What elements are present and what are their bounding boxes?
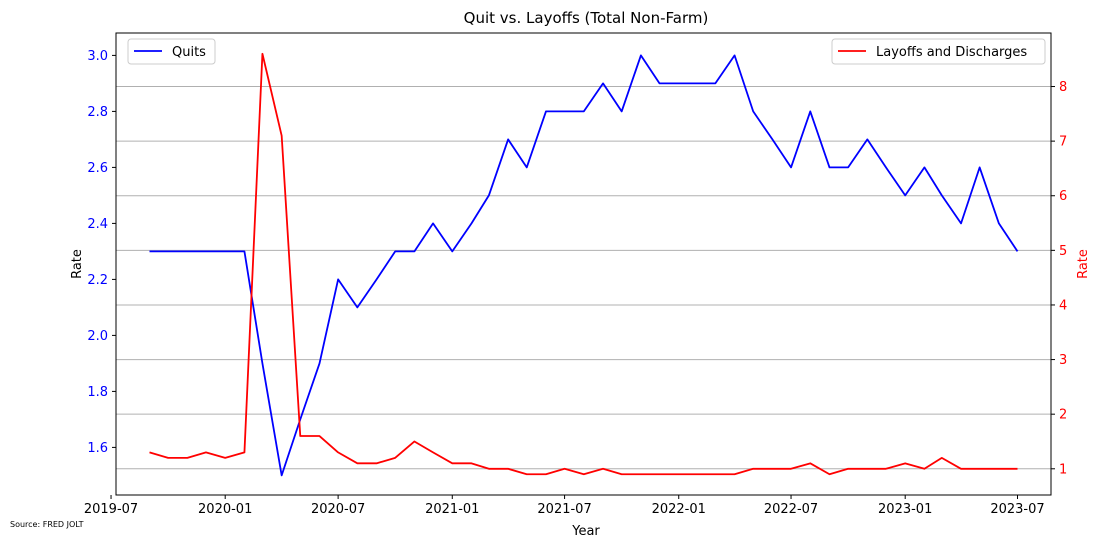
y-right-tick-label: 1 bbox=[1059, 462, 1067, 477]
chart-title: Quit vs. Layoffs (Total Non-Farm) bbox=[464, 9, 709, 27]
x-axis: 2019-07 2020-01 2020-07 2021-01 2021-07 2022-… bbox=[84, 495, 1045, 517]
y-left-tick-label: 2.8 bbox=[87, 105, 108, 120]
y-right-tick-label: 5 bbox=[1059, 244, 1067, 259]
y-left-tick-label: 2.2 bbox=[87, 273, 108, 288]
legend-layoffs-label: Layoffs and Discharges bbox=[876, 45, 1027, 60]
y-left-tick-label: 2.4 bbox=[87, 217, 108, 232]
series-lines bbox=[149, 52, 1019, 477]
y-right-tick-label: 2 bbox=[1059, 408, 1067, 423]
x-tick-label: 2022-01 bbox=[652, 502, 706, 517]
y-right-tick-label: 7 bbox=[1059, 135, 1067, 150]
x-tick-label: 2020-01 bbox=[198, 502, 252, 517]
x-tick-label: 2019-07 bbox=[84, 502, 138, 517]
x-tick-label: 2023-07 bbox=[990, 502, 1044, 517]
y-right-tick-label: 4 bbox=[1059, 298, 1067, 313]
y-left-tick-label: 3.0 bbox=[87, 49, 108, 64]
legend-right-box bbox=[831, 38, 1046, 65]
y-axis-right-label: Rate bbox=[1076, 249, 1091, 279]
series-line-quits bbox=[149, 54, 1019, 477]
legend-left-box bbox=[127, 38, 216, 65]
legend-left: Quits bbox=[127, 38, 216, 65]
plot-frame bbox=[115, 32, 1052, 496]
x-tick-label: 2021-07 bbox=[537, 502, 591, 517]
y-left-tick-label: 2.0 bbox=[87, 329, 108, 344]
y-axis-right: 1 2 3 4 5 6 7 8 bbox=[1051, 80, 1067, 477]
grid-lines bbox=[116, 86, 1051, 470]
y-left-tick-label: 2.6 bbox=[87, 161, 108, 176]
x-tick-label: 2022-07 bbox=[764, 502, 818, 517]
y-right-tick-label: 3 bbox=[1059, 353, 1067, 368]
x-tick-label: 2021-01 bbox=[425, 502, 479, 517]
source-note: Source: FRED JOLT bbox=[10, 520, 84, 529]
x-axis-label: Year bbox=[571, 524, 600, 539]
y-left-tick-label: 1.8 bbox=[87, 385, 108, 400]
y-right-tick-label: 8 bbox=[1059, 80, 1067, 95]
y-right-tick-label: 6 bbox=[1059, 189, 1067, 204]
series-line-layoffs-and-discharges bbox=[149, 52, 1018, 476]
x-tick-label: 2023-01 bbox=[878, 502, 932, 517]
legend-right: Layoffs and Discharges bbox=[831, 38, 1046, 65]
y-axis-left-label: Rate bbox=[70, 249, 85, 279]
legend-quits-label: Quits bbox=[172, 45, 206, 60]
y-left-tick-label: 1.6 bbox=[87, 441, 108, 456]
x-tick-label: 2020-07 bbox=[311, 502, 365, 517]
y-axis-left: 1.6 1.8 2.0 2.2 2.4 2.6 2.8 3.0 bbox=[87, 49, 116, 456]
